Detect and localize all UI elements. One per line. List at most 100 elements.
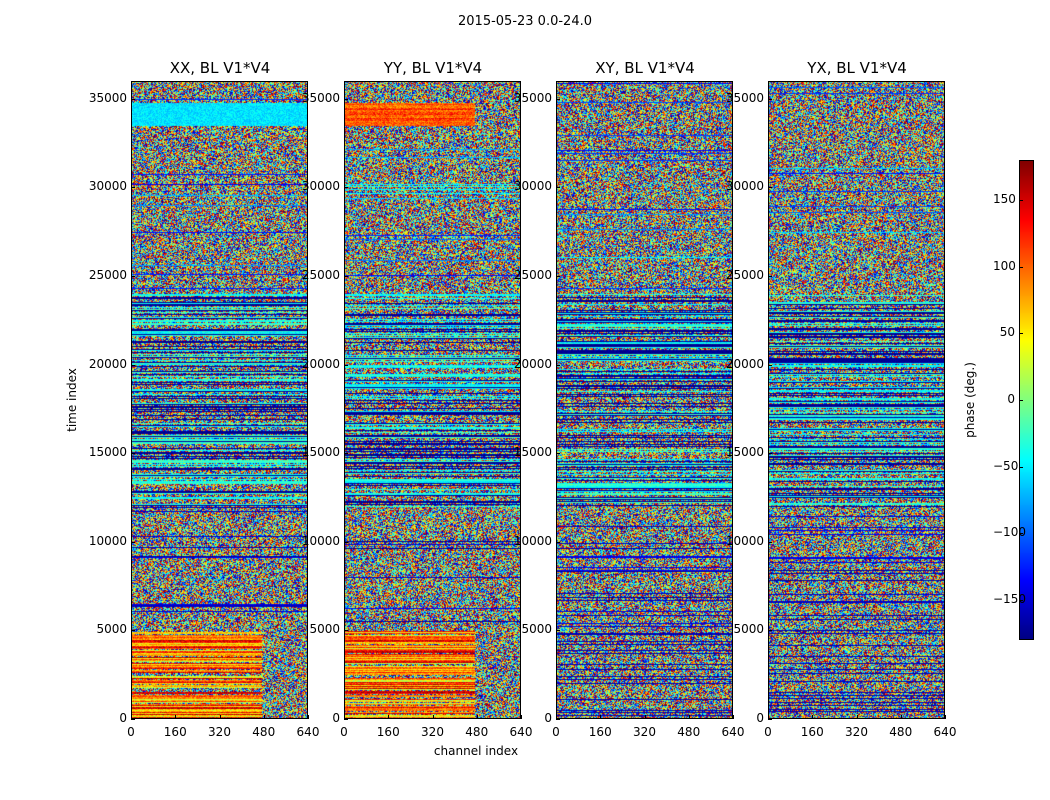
y-tick-label-3-4: 20000: [725, 356, 764, 371]
panel-title-0: XX, BL V1*V4: [169, 59, 271, 77]
x-tick-mark-1-0: [344, 715, 345, 719]
x-tick-label-1-4: 640: [509, 725, 533, 739]
y-tick-mark-1-2: [344, 541, 348, 543]
y-tick-label-3-6: 30000: [725, 179, 764, 194]
colorbar: [1019, 160, 1034, 640]
x-tick-label-3-2: 320: [845, 725, 868, 739]
colorbar-tick-mark-5: [1019, 266, 1023, 268]
y-tick-label-3-7: 35000: [725, 90, 764, 105]
panel-heatmap-0: [131, 81, 308, 719]
y-tick-mark-2-1: [556, 630, 560, 632]
y-tick-mark-1-3: [344, 453, 348, 455]
panel-heatmap-1: [344, 81, 521, 719]
x-tick-label-2-3: 480: [677, 725, 701, 739]
panel-heatmap-2: [556, 81, 733, 719]
y-tick-mark-0-0: [131, 719, 135, 720]
y-tick-mark-3-0: [768, 719, 772, 720]
x-tick-mark-0-2: [219, 715, 221, 719]
y-tick-label-2-7: 35000: [513, 90, 552, 105]
y-tick-label-1-5: 25000: [301, 267, 340, 282]
x-tick-label-2-1: 160: [588, 725, 612, 739]
x-tick-label-0-1: 160: [163, 725, 187, 739]
colorbar-tick-mark-4: [1019, 333, 1023, 335]
y-tick-mark-2-2: [556, 541, 560, 543]
x-tick-label-0-4: 640: [296, 725, 320, 739]
y-tick-mark-2-6: [556, 187, 560, 189]
y-tick-label-2-4: 20000: [513, 356, 552, 371]
y-tick-label-3-1: 5000: [733, 622, 764, 637]
panel-title-3: YX, BL V1*V4: [807, 59, 907, 77]
x-tick-mark-1-1: [388, 715, 390, 719]
y-tick-label-2-6: 30000: [513, 179, 552, 194]
x-axis-label: channel index: [433, 744, 519, 758]
x-tick-mark-2-3: [688, 715, 690, 719]
x-tick-label-3-1: 160: [800, 725, 824, 739]
y-tick-label-3-5: 25000: [725, 267, 764, 282]
colorbar-tick-mark-6: [1019, 200, 1023, 201]
x-tick-label-2-4: 640: [721, 725, 745, 739]
y-tick-label-0-7: 35000: [88, 90, 127, 105]
y-tick-label-3-2: 10000: [725, 533, 764, 548]
x-tick-mark-0-4: [308, 715, 309, 719]
y-tick-label-1-1: 5000: [309, 622, 340, 637]
x-tick-label-3-4: 640: [933, 725, 957, 739]
y-tick-mark-1-0: [344, 719, 348, 720]
x-tick-mark-3-3: [900, 715, 902, 719]
x-tick-mark-2-2: [644, 715, 646, 719]
x-tick-mark-3-4: [945, 715, 946, 719]
x-tick-label-0-3: 480: [252, 725, 276, 739]
y-tick-mark-2-3: [556, 453, 560, 455]
panel-heatmap-3: [768, 81, 945, 719]
colorbar-tick-label-6: 150: [993, 192, 1016, 206]
y-tick-mark-3-7: [768, 98, 772, 100]
x-tick-label-2-2: 320: [633, 725, 656, 739]
y-axis-label: time index: [65, 368, 79, 432]
colorbar-label: phase (deg.): [963, 362, 977, 438]
y-tick-label-2-3: 15000: [513, 445, 552, 460]
y-tick-label-0-3: 15000: [88, 445, 127, 460]
y-tick-label-1-3: 15000: [301, 445, 340, 460]
y-tick-label-0-2: 10000: [88, 533, 127, 548]
y-tick-label-1-4: 20000: [301, 356, 340, 371]
x-tick-mark-0-0: [131, 715, 132, 719]
y-tick-mark-2-4: [556, 364, 560, 366]
colorbar-tick-label-4: 50: [999, 325, 1015, 340]
y-tick-mark-3-2: [768, 541, 772, 543]
x-tick-mark-3-0: [768, 715, 769, 719]
colorbar-tick-label-0: −150: [993, 592, 1026, 606]
y-tick-label-1-6: 30000: [301, 179, 340, 194]
panel-title-2: XY, BL V1*V4: [595, 59, 695, 77]
y-tick-mark-3-1: [768, 630, 772, 632]
y-tick-label-0-6: 30000: [88, 179, 127, 194]
y-tick-label-2-2: 10000: [513, 533, 552, 548]
x-tick-label-1-2: 320: [421, 725, 444, 739]
x-tick-label-3-0: 0: [764, 725, 772, 739]
colorbar-tick-mark-1: [1019, 533, 1023, 535]
y-tick-mark-1-5: [344, 275, 348, 277]
y-tick-label-2-5: 25000: [513, 267, 552, 282]
y-tick-mark-3-6: [768, 187, 772, 189]
y-tick-mark-0-6: [131, 187, 135, 189]
y-tick-mark-0-1: [131, 630, 135, 632]
x-tick-label-3-3: 480: [889, 725, 913, 739]
y-tick-label-0-4: 20000: [88, 356, 127, 371]
y-tick-label-2-0: 0: [544, 711, 552, 725]
y-tick-mark-0-5: [131, 275, 135, 277]
x-tick-label-0-0: 0: [127, 725, 135, 739]
y-tick-mark-0-2: [131, 541, 135, 543]
x-tick-label-2-0: 0: [552, 725, 560, 739]
y-tick-mark-2-5: [556, 275, 560, 277]
x-tick-mark-2-1: [600, 715, 602, 719]
x-tick-mark-3-1: [812, 715, 814, 719]
y-tick-label-0-0: 0: [119, 711, 127, 725]
x-tick-mark-1-3: [476, 715, 478, 719]
x-tick-label-0-2: 320: [208, 725, 231, 739]
y-tick-label-1-7: 35000: [301, 90, 340, 105]
panel-title-1: YY, BL V1*V4: [383, 59, 483, 77]
y-tick-mark-3-3: [768, 453, 772, 455]
y-tick-mark-0-3: [131, 453, 135, 455]
x-tick-mark-2-4: [733, 715, 734, 719]
y-tick-mark-1-6: [344, 187, 348, 189]
y-tick-mark-0-7: [131, 98, 135, 100]
x-tick-mark-0-3: [263, 715, 265, 719]
